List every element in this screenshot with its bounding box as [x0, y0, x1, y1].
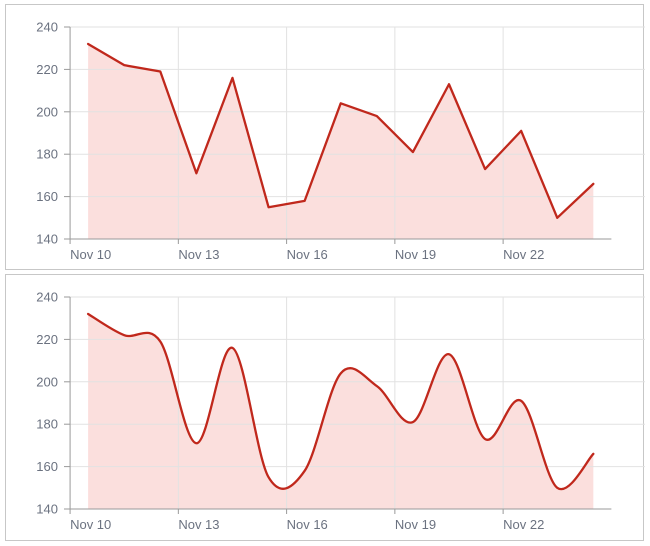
- svg-text:Nov 10: Nov 10: [70, 247, 111, 262]
- svg-text:180: 180: [36, 147, 58, 162]
- svg-text:Nov 19: Nov 19: [395, 517, 436, 532]
- svg-text:Nov 13: Nov 13: [178, 247, 219, 262]
- svg-text:Nov 10: Nov 10: [70, 517, 111, 532]
- svg-text:220: 220: [36, 62, 58, 77]
- svg-text:180: 180: [36, 417, 58, 432]
- svg-text:Nov 16: Nov 16: [287, 247, 328, 262]
- svg-text:140: 140: [36, 502, 58, 517]
- svg-text:140: 140: [36, 232, 58, 247]
- svg-text:220: 220: [36, 332, 58, 347]
- svg-text:Nov 13: Nov 13: [178, 517, 219, 532]
- svg-text:Nov 16: Nov 16: [287, 517, 328, 532]
- svg-text:240: 240: [36, 290, 58, 305]
- svg-text:240: 240: [36, 20, 58, 35]
- svg-text:160: 160: [36, 189, 58, 204]
- svg-text:200: 200: [36, 104, 58, 119]
- svg-text:200: 200: [36, 374, 58, 389]
- svg-text:Nov 19: Nov 19: [395, 247, 436, 262]
- svg-text:160: 160: [36, 459, 58, 474]
- svg-text:Nov 22: Nov 22: [503, 247, 544, 262]
- svg-text:Nov 22: Nov 22: [503, 517, 544, 532]
